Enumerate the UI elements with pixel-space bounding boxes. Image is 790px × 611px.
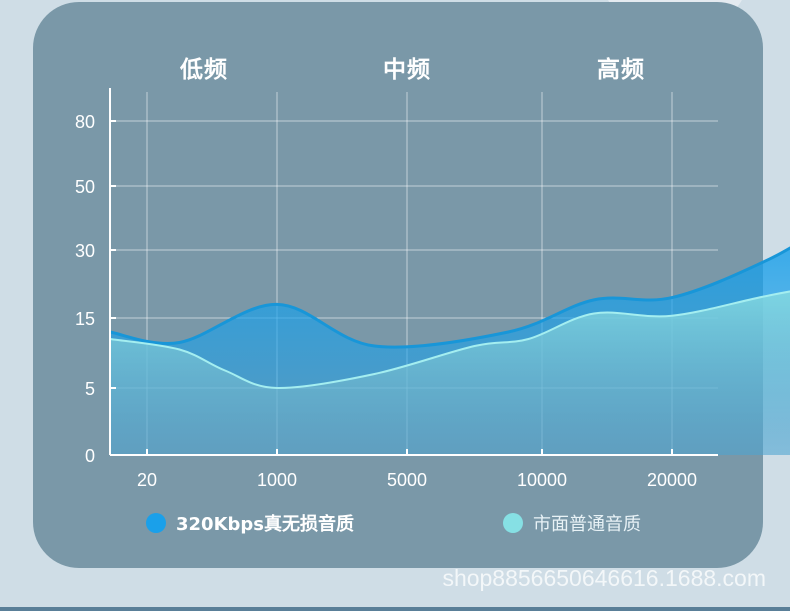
y-tick-label-2: 15 [75,309,95,329]
legend-dot-standard [503,513,523,533]
legend-label-standard: 市面普通音质 [533,514,641,535]
series-line-0 [109,246,790,349]
series-line-1 [109,290,790,390]
x-tick-label-3: 10000 [517,470,567,490]
series-area-1 [110,291,790,455]
watermark: shop8856650646616.1688.com [442,565,766,591]
axes [109,88,718,456]
x-tick-label-0: 20 [137,470,157,490]
y-tick-label-5: 80 [75,112,95,132]
x-tick-label-2: 5000 [387,470,427,490]
band-label-high: 高频 [597,57,645,83]
legend-dot-lossless [146,513,166,533]
x-tick-label-4: 20000 [647,470,697,490]
bottom-bar [0,607,790,611]
series-areas [109,246,790,455]
legend-label-lossless: 320Kbps真无损音质 [176,514,355,535]
y-tick-label-3: 30 [75,241,95,261]
legend-item-lossless: 320Kbps真无损音质 [146,510,354,536]
x-tick-label-1: 1000 [257,470,297,490]
y-tick-label-4: 50 [75,177,95,197]
band-label-mid: 中频 [383,57,431,83]
band-label-low: 低频 [180,57,228,83]
legend-item-standard: 市面普通音质 [503,510,641,536]
tick-labels: 0 5 15 30 50 80 20 1000 5000 10000 20000 [75,112,697,490]
chart-panel [33,2,763,568]
y-tick-label-1: 5 [85,379,95,399]
y-tick-label-0: 0 [85,446,95,466]
